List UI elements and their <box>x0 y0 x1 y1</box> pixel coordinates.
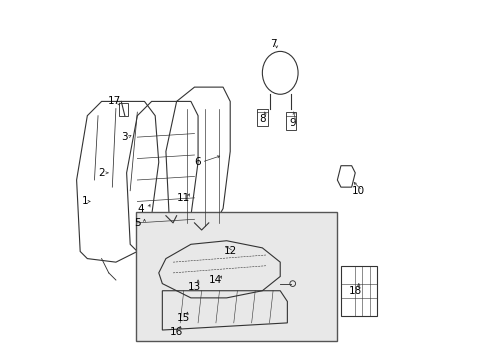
Text: 14: 14 <box>209 275 222 285</box>
Text: 13: 13 <box>187 282 201 292</box>
FancyBboxPatch shape <box>135 212 337 341</box>
Text: 16: 16 <box>170 327 183 337</box>
Text: 15: 15 <box>177 312 190 323</box>
Text: 4: 4 <box>137 203 144 213</box>
Text: 8: 8 <box>259 114 265 124</box>
Text: 12: 12 <box>223 247 236 256</box>
Text: 9: 9 <box>289 118 295 128</box>
Bar <box>119 103 128 116</box>
Text: 3: 3 <box>122 132 128 142</box>
Text: 18: 18 <box>348 286 361 296</box>
Text: 2: 2 <box>98 168 105 178</box>
Text: 6: 6 <box>194 157 201 167</box>
Text: 5: 5 <box>134 218 141 228</box>
Text: 17: 17 <box>107 96 121 107</box>
Text: 10: 10 <box>351 186 365 196</box>
Text: 11: 11 <box>177 193 190 203</box>
Bar <box>257 109 267 126</box>
Bar <box>285 112 296 130</box>
Text: 7: 7 <box>269 39 276 49</box>
Text: 1: 1 <box>82 197 89 206</box>
